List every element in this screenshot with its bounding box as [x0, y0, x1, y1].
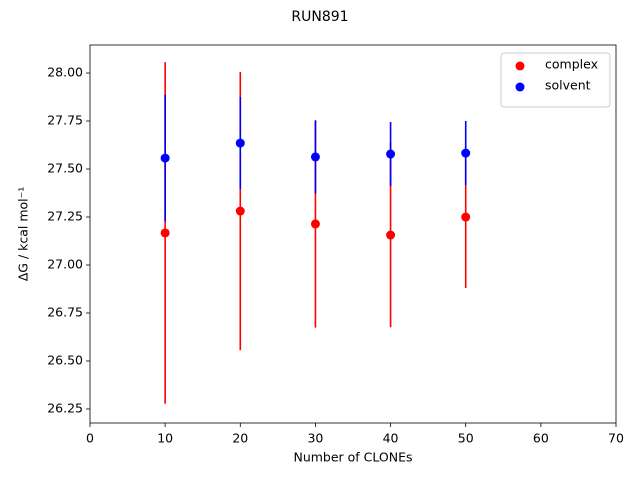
- legend-marker: [515, 61, 525, 71]
- y-tick-label: 26.25: [47, 400, 83, 415]
- point: [461, 212, 471, 222]
- point: [310, 219, 320, 229]
- legend-marker: [515, 82, 525, 92]
- y-tick-label: 27.00: [47, 257, 83, 272]
- y-tick-label: 27.75: [47, 113, 83, 128]
- legend-label: solvent: [545, 78, 591, 93]
- point: [386, 230, 396, 240]
- y-axis-label: ΔG / kcal mol⁻¹: [16, 187, 31, 282]
- point: [235, 206, 245, 216]
- point: [160, 228, 170, 238]
- x-axis-label: Number of CLONEs: [293, 450, 412, 465]
- x-tick-label: 0: [86, 431, 94, 446]
- y-tick-label: 26.75: [47, 304, 83, 319]
- x-tick-label: 20: [232, 431, 248, 446]
- y-tick-label: 28.00: [47, 65, 83, 80]
- point: [386, 149, 396, 159]
- point: [310, 152, 320, 162]
- point: [235, 138, 245, 148]
- x-tick-label: 40: [383, 431, 399, 446]
- x-tick-label: 60: [533, 431, 549, 446]
- x-tick-label: 70: [608, 431, 624, 446]
- y-tick-label: 27.25: [47, 209, 83, 224]
- x-tick-label: 10: [157, 431, 173, 446]
- point: [461, 148, 471, 158]
- y-tick-label: 27.50: [47, 161, 83, 176]
- legend-box: [500, 52, 611, 108]
- x-tick-label: 50: [458, 431, 474, 446]
- y-tick-label: 26.50: [47, 352, 83, 367]
- point: [160, 153, 170, 163]
- x-tick-label: 30: [307, 431, 323, 446]
- chart-title: RUN891: [291, 9, 348, 25]
- legend-label: complex: [545, 57, 598, 72]
- axes-frame: [89, 44, 617, 424]
